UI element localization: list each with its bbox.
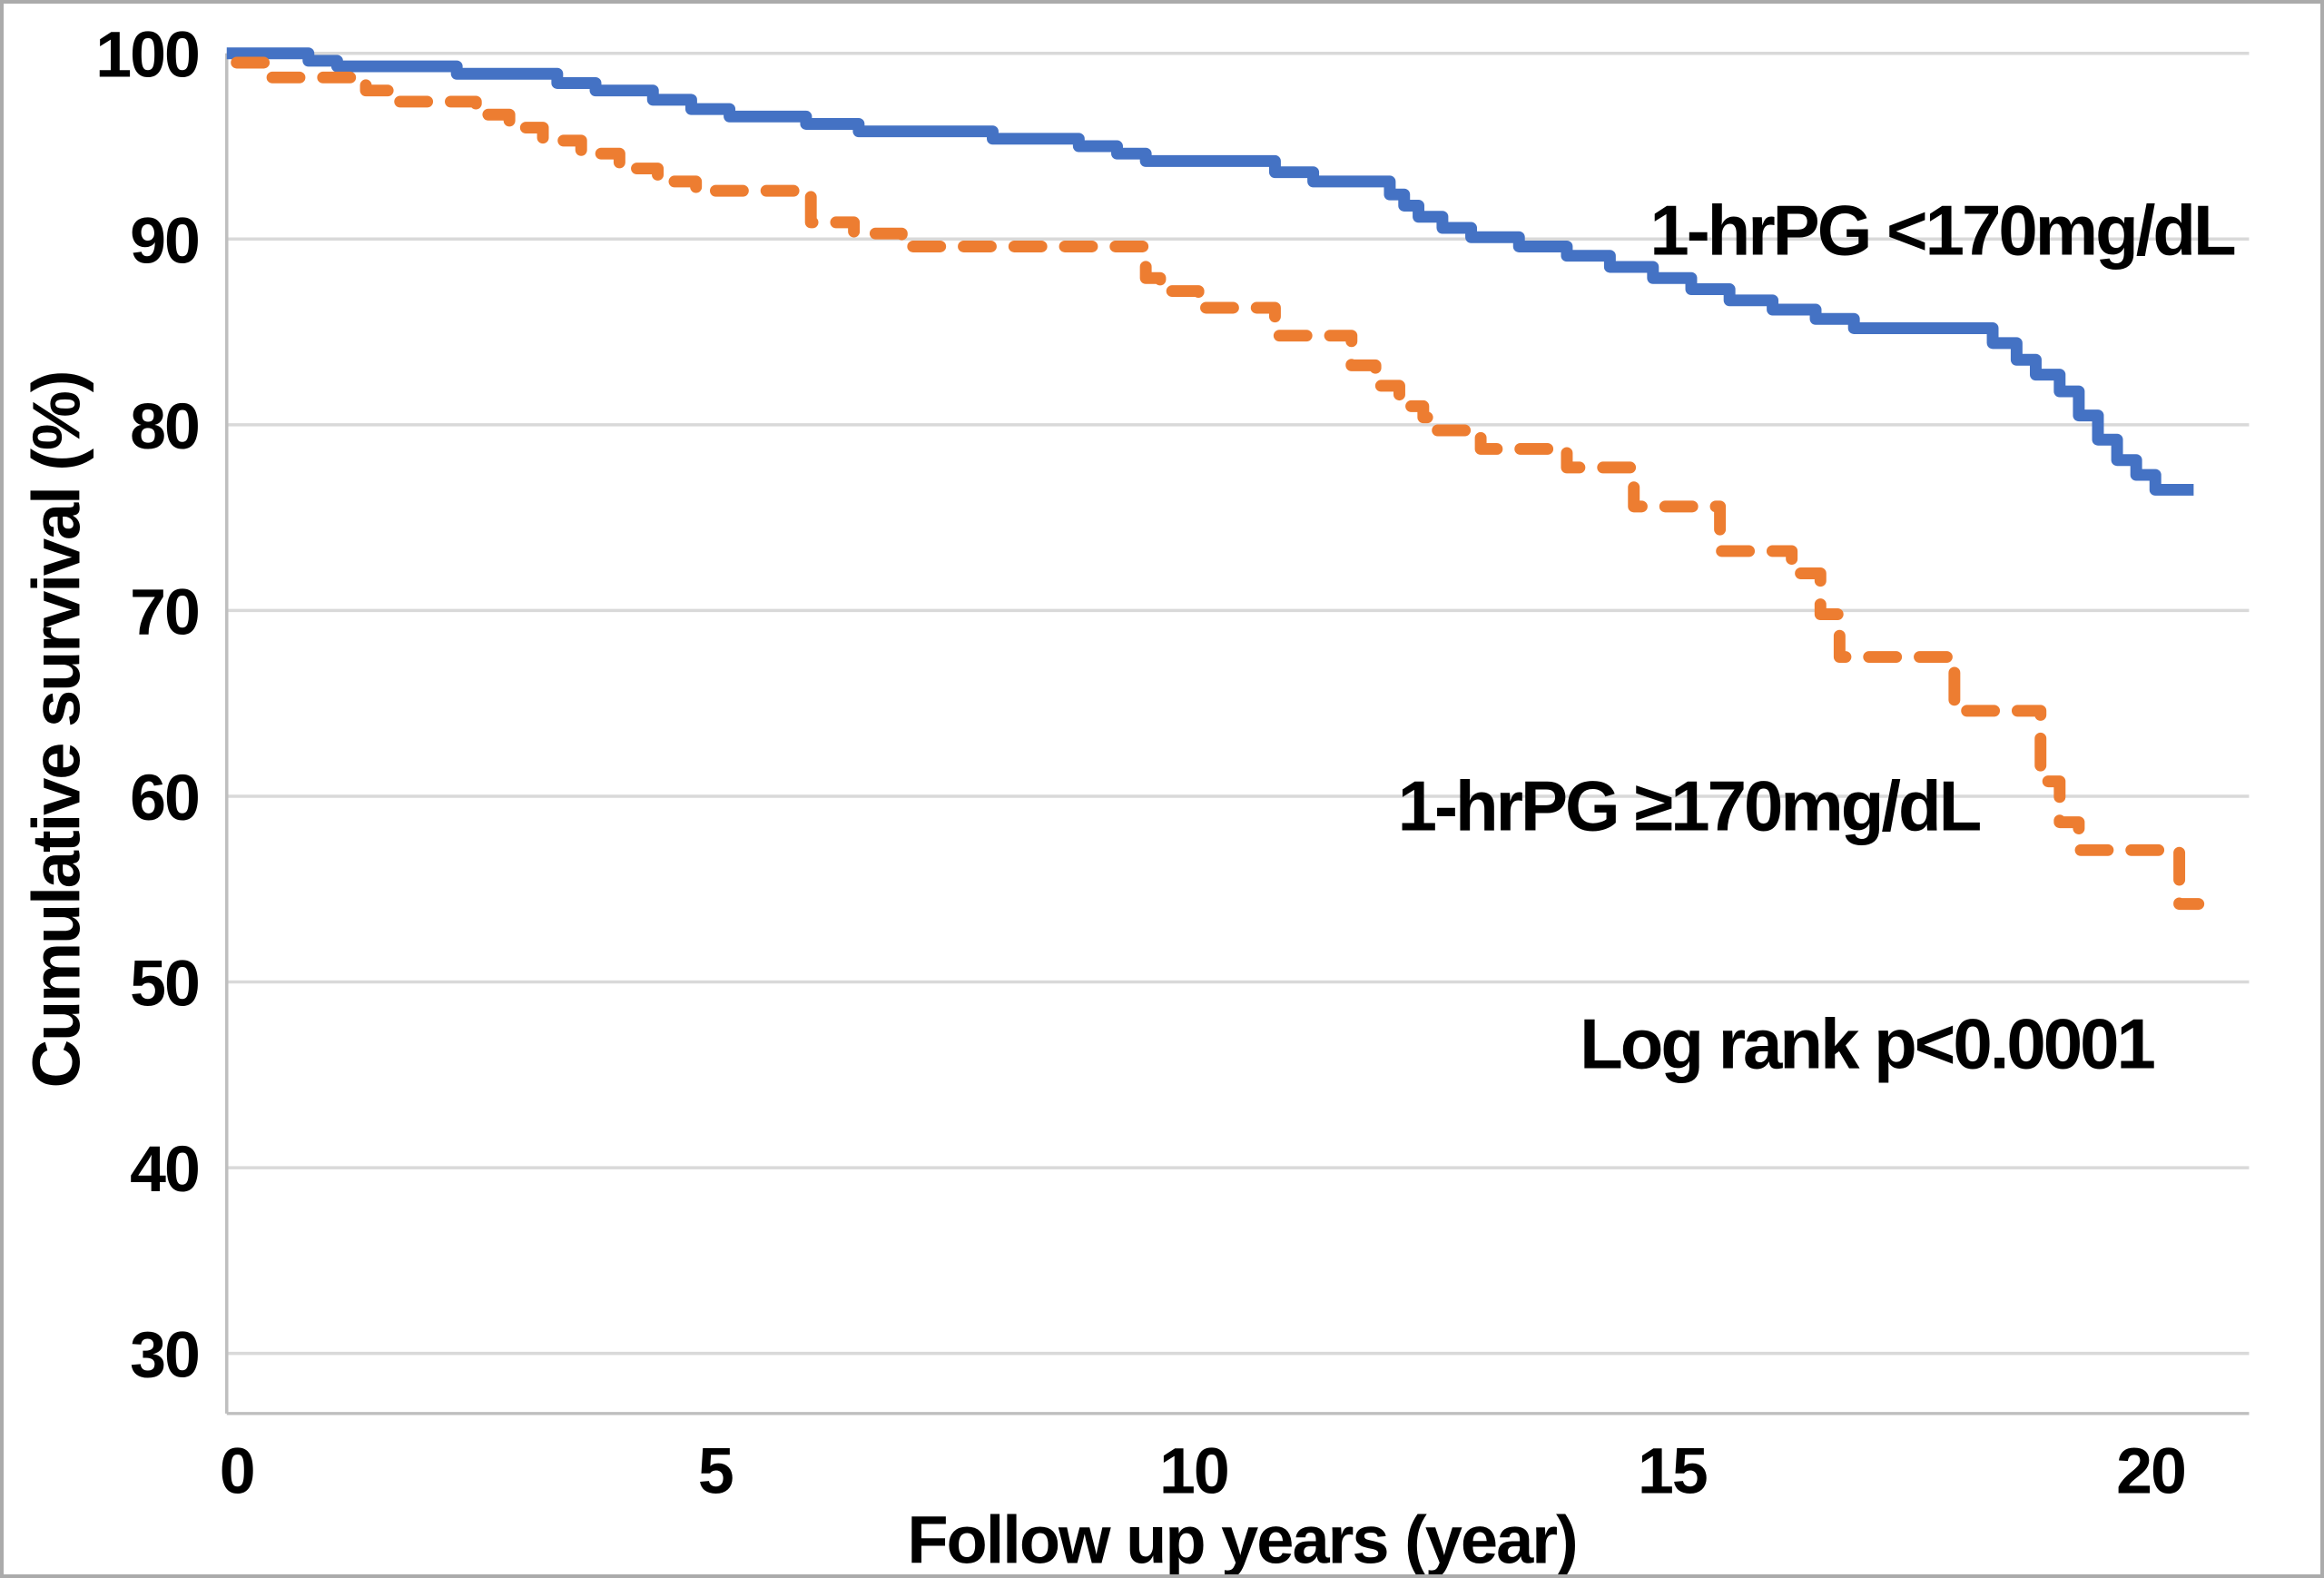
y-axis-title: Cumulative survival (%) [18, 371, 94, 1089]
survival-curve-under-170 [226, 47, 2194, 496]
x-tick-label-15: 15 [1638, 1435, 1707, 1507]
x-tick-label-20: 20 [2116, 1435, 2185, 1507]
y-tick-label-40: 40 [130, 1133, 199, 1206]
x-tick-label-0: 0 [220, 1435, 254, 1507]
y-tick-label-70: 70 [130, 576, 199, 648]
series-label-over-170: 1-hrPG ≥170mg/dL [1397, 765, 1983, 846]
x-axis-title: Follow up years (year) [907, 1502, 1578, 1578]
log-rank-label: Log rank p<0.0001 [1580, 1003, 2156, 1084]
survival-curve-over-170 [231, 56, 2205, 911]
y-tick-label-60: 60 [130, 762, 199, 834]
series-label-under-170: 1-hrPG <170mg/dL [1649, 190, 2236, 271]
y-tick-label-50: 50 [130, 948, 199, 1021]
y-tick-label-30: 30 [130, 1319, 199, 1392]
x-tick-label-10: 10 [1159, 1435, 1228, 1507]
survival-chart: 100 90 80 70 60 50 40 30 0 5 10 15 20 [95, 19, 2250, 1507]
y-tick-label-90: 90 [130, 204, 199, 277]
y-tick-label-80: 80 [130, 390, 199, 463]
x-tick-label-5: 5 [698, 1435, 733, 1507]
y-tick-label-100: 100 [95, 19, 199, 92]
